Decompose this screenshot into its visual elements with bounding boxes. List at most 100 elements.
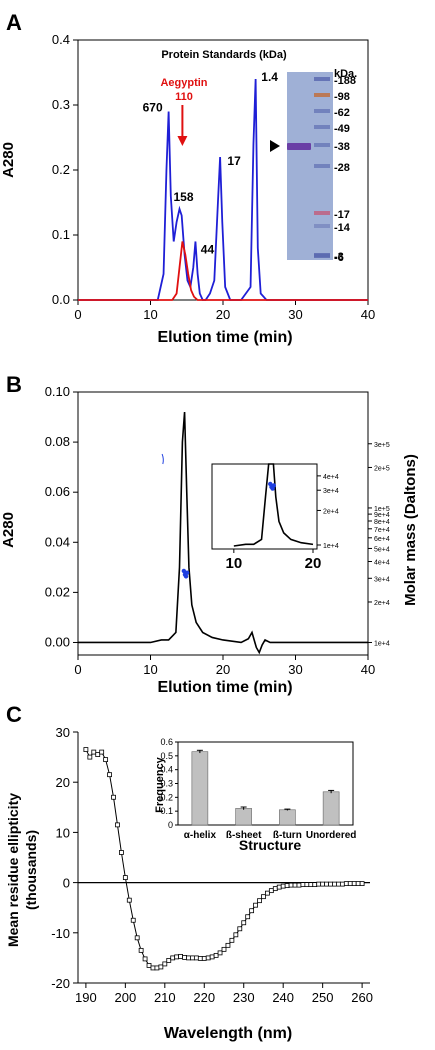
inset-bar: [235, 808, 252, 826]
inset-y2-tick-label-b: 2e+4: [323, 508, 339, 515]
a280-trace: [78, 411, 368, 655]
inset-bar: [322, 791, 340, 826]
cd-data-point: [122, 875, 128, 880]
cd-data-point: [162, 961, 168, 967]
gel-marker-band: [314, 77, 330, 81]
gel-marker-band: [314, 109, 330, 113]
y-tick-label-b: 0.06: [45, 484, 70, 499]
cd-data-point: [115, 822, 120, 828]
gel-marker-band: [314, 224, 330, 228]
gel-marker-label: -38: [334, 141, 350, 153]
y-axis-label-c-line1: Mean residue ellipticity: [5, 793, 21, 947]
y-tick-label-c: 20: [56, 775, 70, 790]
x-axis-label-c: Wavelength (nm): [164, 1025, 292, 1042]
panel-letter-a: A: [6, 10, 22, 35]
cd-data-point: [130, 917, 136, 923]
inset-y-tick-label-c: 0.6: [160, 737, 173, 747]
cd-data-point: [99, 749, 105, 755]
y-tick-label-a: 0.3: [52, 97, 70, 112]
gel-marker-label: -62: [334, 107, 350, 119]
gel-marker-label: -6: [334, 252, 344, 264]
molar-mass-point: [181, 568, 187, 574]
cd-data-point: [225, 942, 231, 948]
cd-data-point: [107, 772, 112, 778]
cd-data-point: [296, 882, 302, 888]
x-tick-label-c: 250: [312, 990, 334, 1005]
cd-data-point: [316, 881, 322, 887]
cd-data-point: [134, 935, 140, 941]
gel-marker-label: -28: [334, 162, 350, 174]
cd-data-point: [359, 881, 365, 887]
cd-data-point: [154, 965, 160, 971]
cd-data-point: [166, 958, 172, 963]
peak-label: 44: [201, 243, 215, 257]
axes-c: 190 200 210 220 230 240 250 260 -20 -10 0 10 20 30: [51, 725, 373, 1005]
x-tick-label-a: 0: [74, 307, 81, 322]
y-tick-label-b: 0.10: [45, 384, 70, 399]
cd-data-point: [339, 881, 345, 887]
aegyptin-kda-label: 110: [175, 91, 193, 103]
inset-y-tick-label-c: 0: [168, 820, 173, 830]
inset-molar-mass-point: [271, 483, 277, 488]
y2-tick-label-b: 6e+4: [374, 536, 390, 543]
gel-marker-band: [314, 93, 330, 97]
inset-x-label-c: Structure: [239, 837, 301, 853]
y-tick-label-c: 30: [56, 725, 70, 740]
y2-tick-label-b: 5e+4: [374, 546, 390, 553]
cd-data-point: [320, 881, 326, 887]
panel-letter-b: B: [6, 372, 22, 397]
axes-b: 0 10 20 30 40 0.00 0.02 0.04 0.06 0.08 0.10 1e+4 2e+…: [45, 384, 390, 677]
inset-y2-tick-label-b: 1e+4: [323, 543, 339, 550]
x-tick-label-a: 10: [143, 307, 157, 322]
cd-data-point: [276, 884, 282, 890]
y2-axis-label-b: Molar mass (Daltons): [402, 454, 419, 606]
cd-data-point: [253, 902, 258, 908]
inset-category-label: ß-turn: [273, 830, 302, 841]
inset-c: 0 0.1 0.2 0.3 0.4 0.5 0.6 α-helix ß-sheet ß-turn U…: [160, 737, 356, 841]
y-tick-label-a: 0.1: [52, 227, 70, 242]
cd-data-point: [213, 952, 219, 958]
cd-data-point: [146, 963, 152, 968]
gel-marker-label: -17: [334, 209, 350, 221]
cd-data-point: [138, 947, 144, 953]
gel-marker-label: -3: [334, 251, 344, 263]
axes-a: 0 10 20 30 40 0.0 0.1 0.2 0.3 0.4 670 158 44 17 1.4: [52, 32, 375, 322]
y2-tick-label-b: 2e+5: [374, 465, 390, 472]
panel-letter-c: C: [6, 702, 22, 727]
cd-data-point: [209, 954, 215, 960]
cd-data-point: [190, 955, 195, 961]
x-tick-label-b: 20: [216, 662, 230, 677]
y2-tick-label-b: 3e+5: [374, 442, 390, 449]
y-axis-label-a: A280: [0, 142, 17, 178]
x-tick-label-b: 10: [143, 662, 157, 677]
cd-data-point: [265, 890, 270, 896]
aegyptin-trace: [78, 241, 368, 301]
cd-data-point: [355, 881, 361, 887]
inset-y-tick-label-c: 0.5: [160, 751, 173, 761]
cd-data-point: [182, 954, 187, 960]
inset-y-tick-label-c: 0.1: [160, 806, 173, 816]
x-tick-label-c: 210: [154, 990, 176, 1005]
x-tick-label-c: 200: [114, 990, 136, 1005]
cd-data-point: [150, 965, 156, 971]
inset-bar: [279, 809, 296, 826]
x-tick-label-b: 40: [361, 662, 375, 677]
inset-category-label: Unordered: [306, 830, 357, 841]
cd-data-point: [186, 955, 191, 961]
x-tick-label-c: 240: [272, 990, 294, 1005]
cd-data-point: [272, 886, 278, 892]
y-axis-label-b: A280: [0, 512, 17, 548]
y-tick-label-b: 0.08: [45, 434, 70, 449]
cd-data-point: [91, 749, 97, 755]
y2-tick-label-b: 3e+4: [374, 576, 390, 583]
gel-marker-label: -49: [334, 123, 350, 135]
cd-data-point: [280, 883, 286, 889]
inset-category-label: α-helix: [184, 830, 217, 841]
aegyptin-arrow-head: [177, 136, 188, 146]
cd-data-point: [119, 850, 124, 855]
molar-mass-point: [183, 574, 189, 579]
inset-y-tick-label-c: 0.3: [160, 779, 173, 789]
x-tick-label-a: 40: [361, 307, 375, 322]
aegyptin-label: Aegyptin: [160, 77, 207, 89]
panel-c: C Mean residue ellipticity (thousands) W…: [5, 702, 373, 1042]
